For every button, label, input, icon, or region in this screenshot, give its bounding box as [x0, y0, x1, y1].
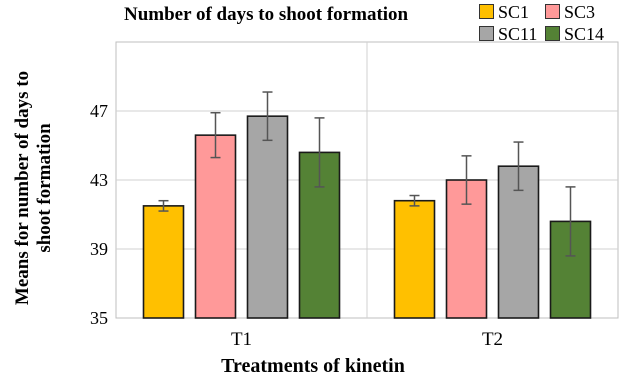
y-tick-label: 43: [90, 170, 108, 190]
x-axis-label: Treatments of kinetin: [221, 355, 405, 377]
legend-swatch-sc11: [479, 26, 494, 41]
legend-swatch-sc3: [545, 4, 560, 19]
y-tick-label: 39: [90, 239, 108, 259]
legend-item-sc1: SC1: [479, 2, 529, 22]
legend-swatch-sc1: [479, 4, 494, 19]
x-tick-label: T1: [231, 329, 252, 350]
y-axis-label: Means for number of days toshoot formati…: [12, 71, 55, 305]
chart-title: Number of days to shoot formation: [124, 4, 409, 25]
bar-sc11-t1: [246, 115, 289, 319]
y-tick-label: 35: [90, 308, 108, 328]
x-tick-label: T2: [482, 329, 503, 350]
legend-item-sc14: SC14: [545, 24, 604, 44]
bar-sc14-t1: [298, 151, 341, 319]
bar-sc1-t1: [142, 205, 185, 319]
legend-item-sc3: SC3: [545, 2, 595, 22]
bar-sc3-t1: [194, 134, 237, 319]
legend-item-sc11: SC11: [479, 24, 537, 44]
legend-label-sc1: SC1: [498, 2, 530, 22]
bar-sc1-t2: [393, 199, 436, 319]
legend-label-sc14: SC14: [564, 24, 605, 44]
y-tick-label: 47: [90, 101, 108, 121]
legend-swatch-sc14: [545, 26, 560, 41]
legend-label-sc3: SC3: [564, 2, 596, 22]
legend-label-sc11: SC11: [498, 24, 538, 44]
